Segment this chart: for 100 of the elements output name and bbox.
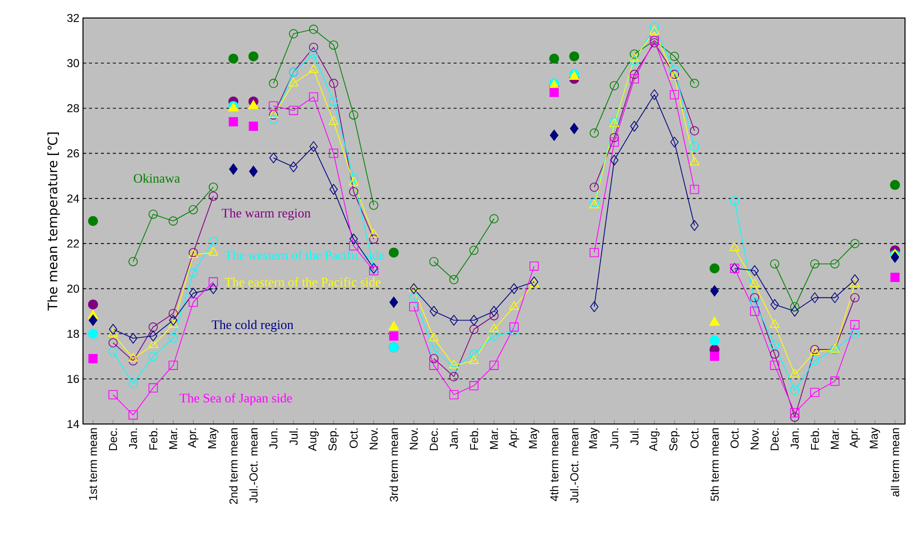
point [228, 117, 238, 126]
point [249, 166, 258, 177]
point [88, 314, 98, 326]
x-tick-label: May [208, 428, 218, 448]
point [710, 263, 720, 274]
point [88, 299, 98, 310]
point [629, 53, 640, 62]
point [449, 390, 459, 400]
point [770, 299, 779, 310]
x-tick-label: Nov. [410, 428, 418, 450]
x-tick-label: Jun. [269, 428, 278, 450]
point [229, 164, 238, 175]
x-tick-label: Nov. [750, 428, 759, 450]
point [329, 96, 338, 106]
point [408, 283, 419, 292]
point [850, 238, 860, 248]
point [268, 78, 278, 88]
point [730, 196, 740, 206]
point [690, 156, 700, 166]
point [750, 293, 760, 302]
point [710, 336, 720, 346]
point [208, 192, 218, 201]
x-tick-label: Apr. [188, 428, 198, 448]
x-tick-label: Dec. [430, 428, 438, 450]
x-tick-label: all term mean [890, 428, 900, 496]
point [308, 42, 318, 52]
point [750, 265, 759, 276]
point [890, 272, 900, 282]
point [429, 360, 438, 370]
point [890, 180, 900, 190]
point [349, 110, 358, 120]
point [590, 128, 599, 138]
point [690, 142, 700, 152]
point [128, 356, 138, 366]
point [850, 320, 860, 330]
point [168, 319, 178, 328]
point [509, 326, 519, 336]
y-tick-label: 16 [68, 374, 79, 383]
x-tick-label: May [528, 428, 540, 448]
point [429, 354, 438, 364]
x-tick-label: Apr. [850, 428, 860, 448]
point [108, 328, 118, 337]
point [88, 354, 98, 364]
point [630, 74, 639, 84]
point [489, 324, 499, 332]
point [388, 321, 400, 330]
point [770, 360, 780, 370]
point [128, 257, 138, 266]
point [168, 308, 178, 318]
point [810, 292, 819, 304]
point [449, 363, 459, 372]
point [188, 205, 198, 214]
point [189, 288, 198, 299]
point [610, 137, 619, 147]
point [630, 49, 639, 59]
point [530, 262, 539, 271]
x-tick-label: Sep. [328, 428, 339, 451]
x-tick-label: Jan. [790, 428, 799, 450]
point [610, 132, 619, 142]
series-label: The eastern of the Pacific side [224, 277, 381, 287]
series-label: The warm region [222, 208, 311, 220]
point [810, 356, 820, 366]
y-axis-title: The mean temperature [℃] [47, 132, 60, 311]
point [208, 236, 218, 246]
point [850, 293, 860, 302]
point [449, 360, 459, 368]
x-tick-label: Apr. [508, 428, 520, 448]
point [509, 322, 519, 332]
point [489, 311, 499, 320]
point [409, 293, 418, 302]
x-tick-label: Jul. [289, 428, 298, 446]
point [469, 246, 479, 255]
point [348, 177, 359, 186]
point [169, 314, 178, 326]
point [168, 334, 178, 343]
point [108, 338, 118, 348]
point [388, 248, 399, 258]
point [389, 331, 398, 341]
point [810, 388, 820, 398]
x-tick-label: 1st term mean [89, 428, 98, 500]
point [590, 248, 599, 258]
point [790, 386, 800, 395]
y-tick-label: 32 [67, 14, 79, 22]
y-tick-label: 18 [68, 330, 79, 338]
point [269, 152, 278, 164]
point [248, 100, 259, 110]
point [670, 52, 680, 61]
y-tick-label: 24 [67, 194, 80, 202]
y-tick-label: 26 [67, 149, 79, 158]
point [188, 298, 198, 307]
point [369, 200, 378, 210]
point [168, 360, 178, 370]
point [550, 88, 559, 98]
x-tick-label: Oct. [690, 428, 699, 448]
point [108, 347, 118, 356]
point [188, 268, 198, 278]
point [670, 136, 679, 148]
point [268, 114, 278, 124]
point [209, 283, 218, 294]
point [810, 259, 820, 268]
